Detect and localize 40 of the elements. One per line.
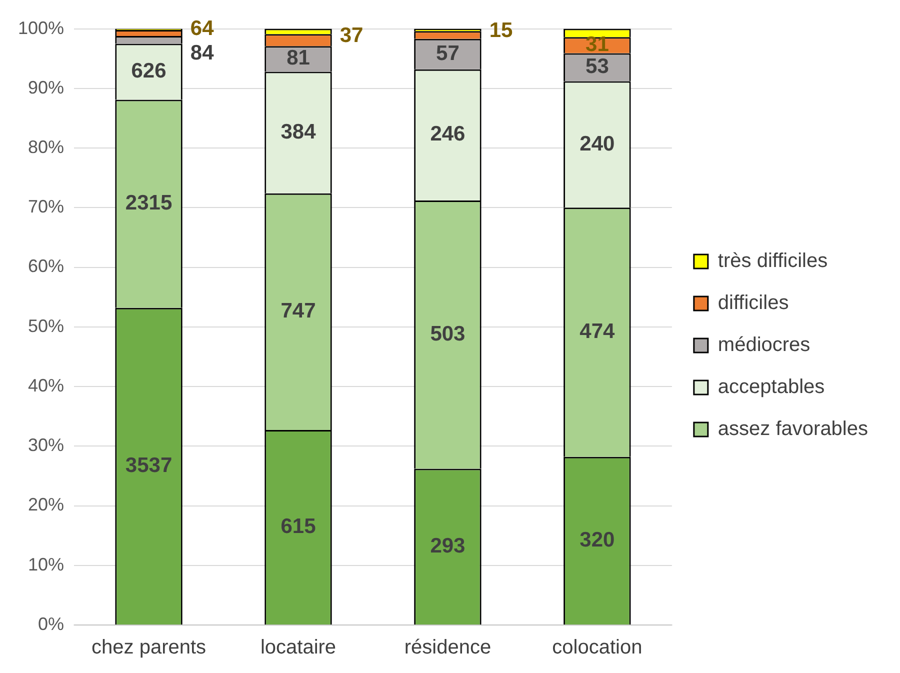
annotation: 626	[131, 60, 166, 83]
x-tick-label: colocation	[552, 636, 642, 659]
annotation: 31	[586, 32, 610, 56]
legend-label: assez favorables	[718, 418, 868, 440]
x-tick-label: chez parents	[92, 636, 206, 659]
annotation: 293	[430, 534, 466, 558]
legend-label: difficiles	[718, 292, 789, 314]
annotation: 64	[190, 16, 214, 40]
y-tick-label: 20%	[28, 494, 64, 515]
annotation: 474	[580, 320, 616, 344]
y-tick-label: 30%	[28, 435, 64, 456]
legend-label: très difficiles	[718, 250, 828, 272]
y-tick-label: 90%	[28, 77, 64, 98]
y-tick-label: 80%	[28, 137, 64, 158]
legend-label: acceptables	[718, 376, 825, 398]
y-tick-label: 40%	[28, 375, 64, 396]
annotation: 240	[580, 132, 615, 156]
y-tick-label: 0%	[38, 614, 64, 634]
annotation: 615	[280, 515, 316, 538]
annotation: 246	[430, 122, 466, 146]
annotation: 81	[286, 46, 310, 70]
annotation: 37	[340, 24, 364, 47]
y-tick-label: 100%	[18, 18, 64, 38]
x-tick-label: locataire	[260, 636, 336, 659]
annotation: 3537	[125, 454, 172, 477]
annotation: 57	[436, 42, 460, 65]
annotation: 747	[280, 299, 316, 322]
annotation: 53	[586, 55, 609, 78]
y-tick-label: 70%	[28, 196, 64, 217]
annotation: 503	[430, 322, 466, 346]
legend-label: médiocres	[718, 334, 810, 356]
annotation: 320	[580, 528, 615, 552]
y-tick-label: 10%	[28, 554, 64, 574]
annotation: 15	[489, 18, 514, 42]
annotation: 384	[280, 120, 316, 144]
y-tick-label: 60%	[28, 256, 64, 276]
y-tick-label: 50%	[28, 316, 64, 336]
annotation: 84	[190, 42, 214, 65]
x-tick-label: résidence	[404, 636, 492, 659]
annotation: 2315	[125, 192, 172, 215]
